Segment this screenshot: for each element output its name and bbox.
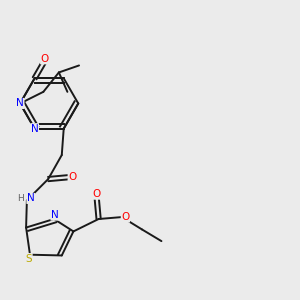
Text: N: N [51,210,59,220]
Text: O: O [40,54,49,64]
Text: O: O [93,189,101,199]
Text: H: H [17,194,24,203]
Text: S: S [26,254,32,264]
Text: N: N [27,194,34,203]
Text: O: O [121,212,130,222]
Text: O: O [68,172,76,182]
Text: N: N [16,98,24,109]
Text: N: N [31,124,38,134]
